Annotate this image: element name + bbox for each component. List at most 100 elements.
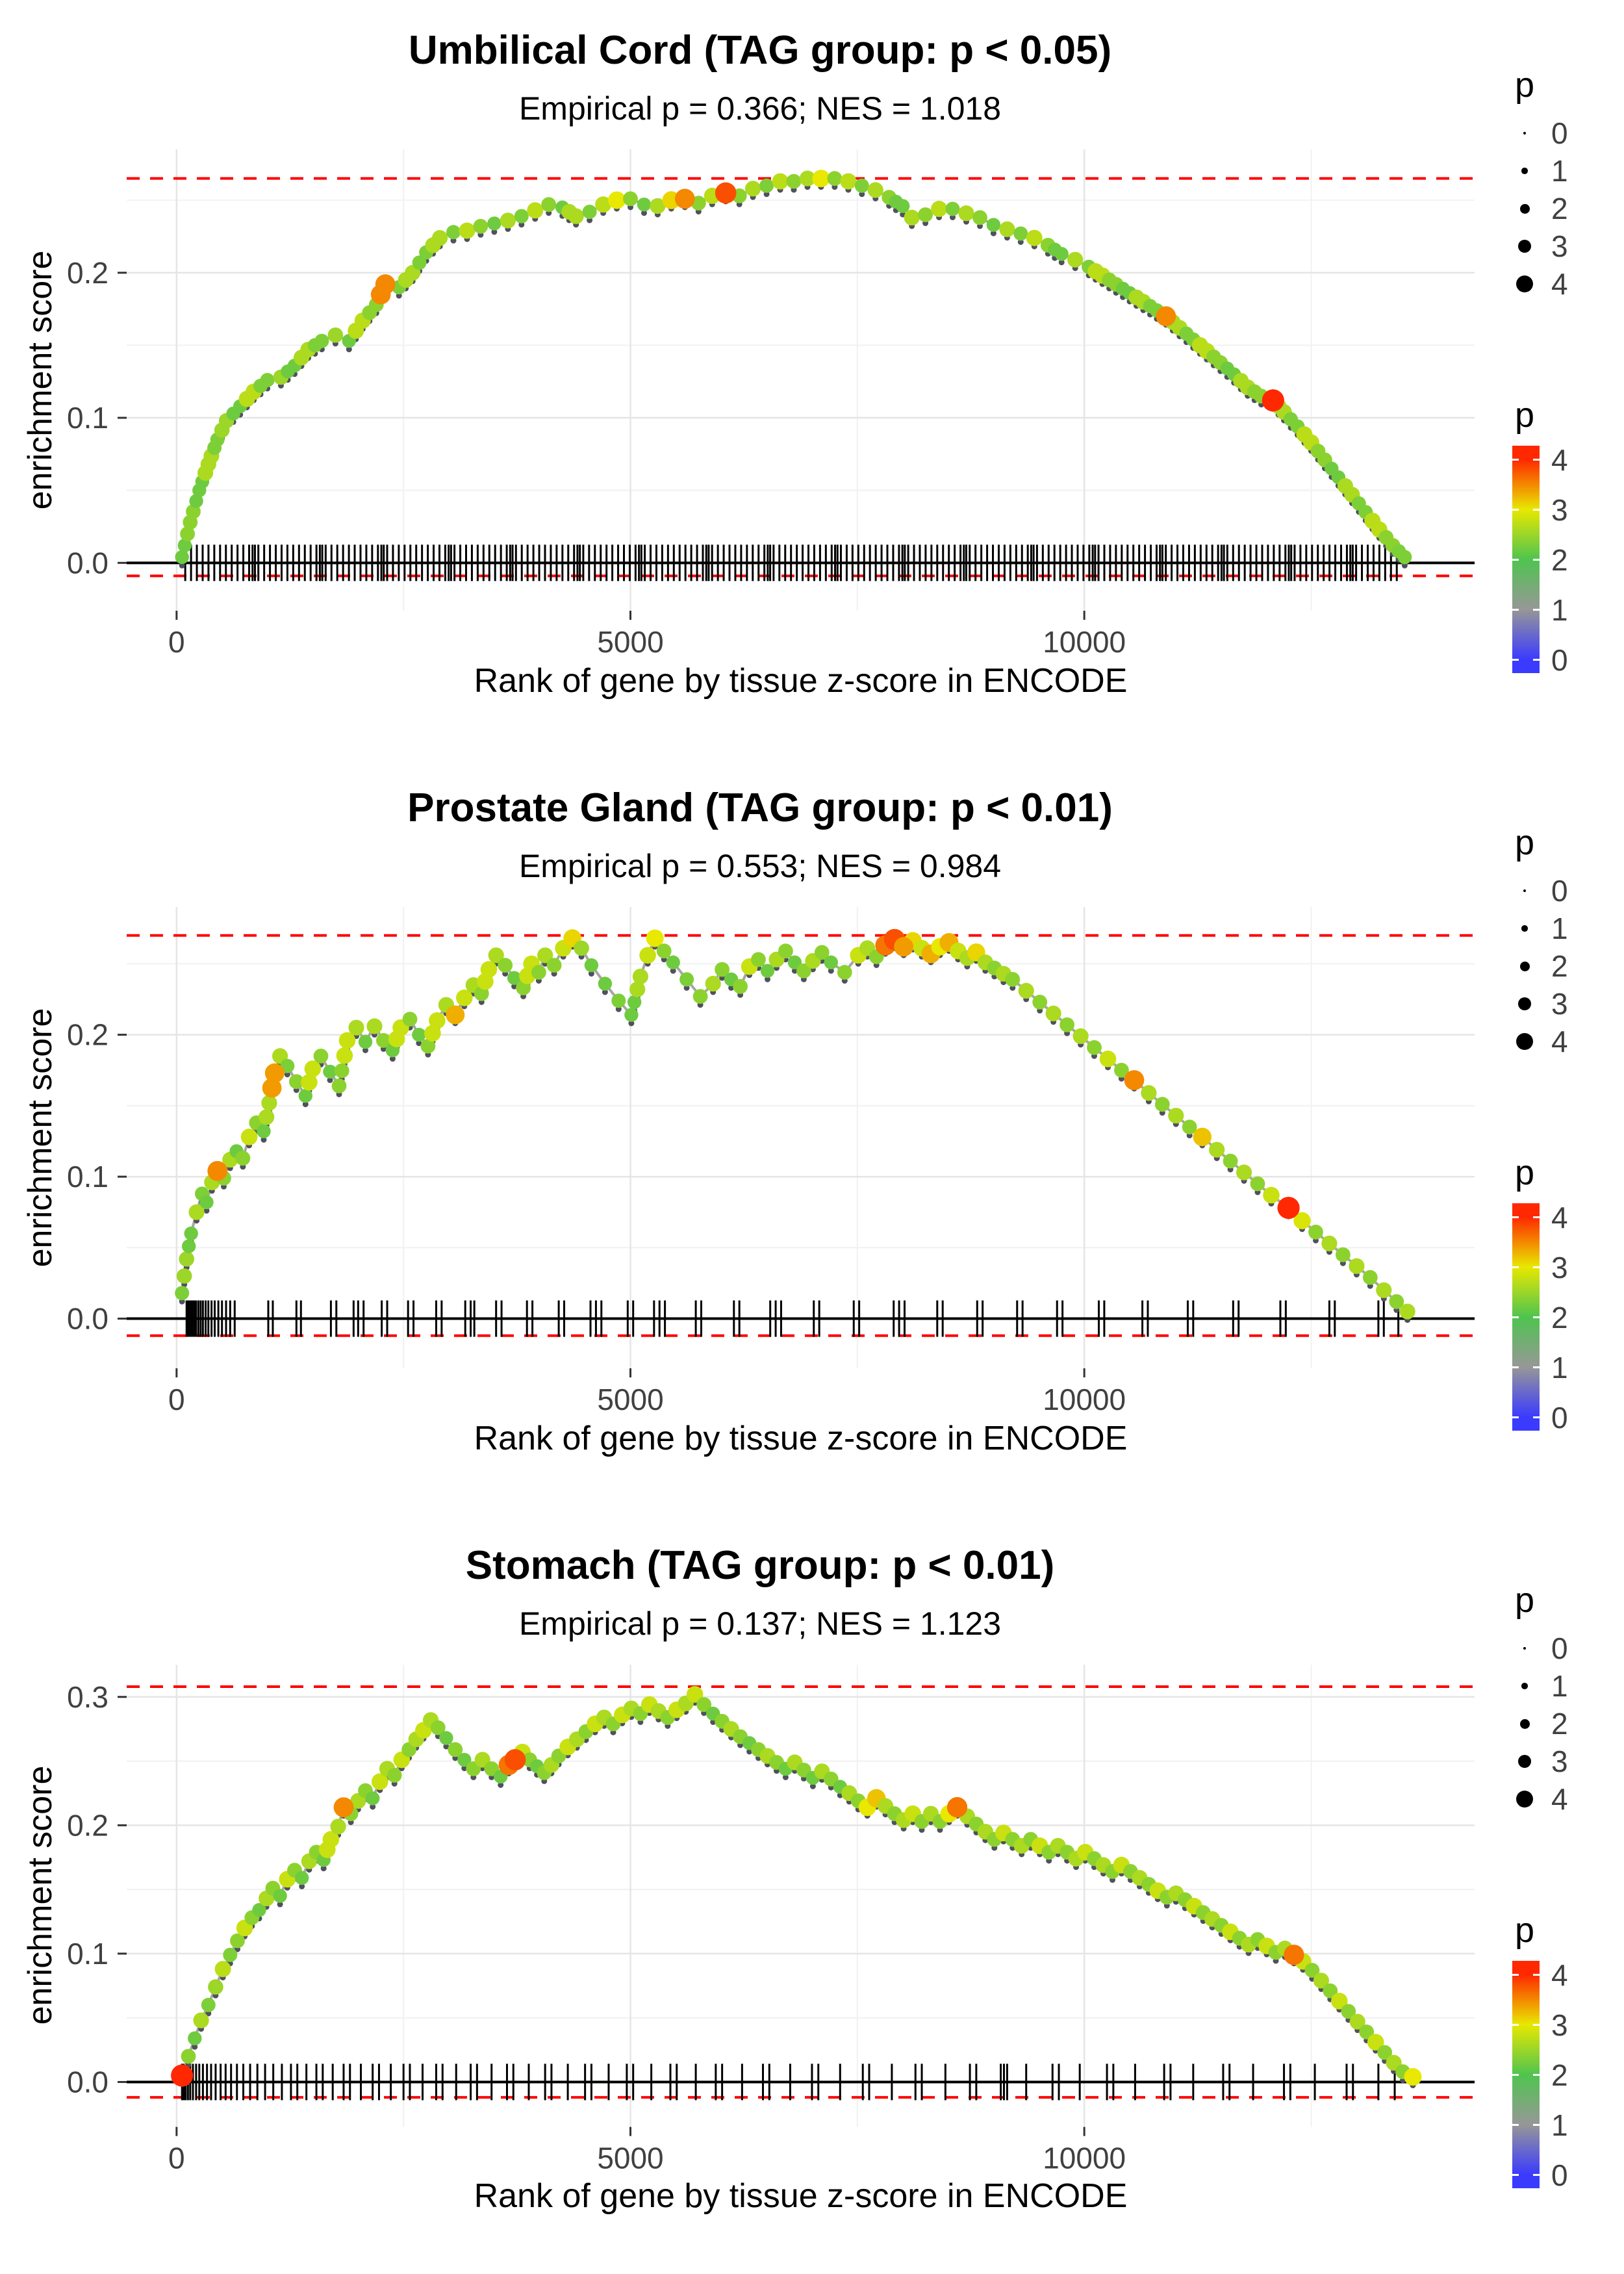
color-bar-tick	[1512, 1316, 1519, 1318]
color-bar-tick	[1512, 1216, 1519, 1218]
color-legend-labels: 4 3 2 1 0	[1551, 1958, 1610, 2192]
x-axis-label: Rank of gene by tissue z-score in ENCODE	[474, 662, 1128, 700]
y-tick-label: 0.2	[67, 1808, 108, 1842]
color-legend-label: 1	[1551, 593, 1568, 627]
color-bar-tick	[1533, 508, 1540, 511]
enrichment-dots	[175, 928, 1415, 1320]
color-bar-tick	[1512, 2023, 1519, 2026]
gridlines	[127, 149, 1475, 611]
axis-ticks: 0 5000 10000 0.0 0.1 0.2 0.3	[67, 1680, 1126, 2175]
color-bar-tick	[1533, 1973, 1540, 1976]
size-legend-dot	[1523, 889, 1526, 892]
color-legend-labels: 4 3 2 1 0	[1551, 1201, 1610, 1435]
enrichment-plot: 0 5000 10000 0.0 0.1 0.2	[67, 907, 1475, 1416]
y-tick-label: 0.0	[67, 1302, 108, 1336]
y-tick-label: 0.2	[67, 256, 108, 290]
size-legend-entry: 3	[1511, 227, 1568, 265]
size-legend-dot	[1521, 168, 1528, 174]
color-legend-title: p	[1515, 1153, 1535, 1192]
color-legend-label: 2	[1551, 2058, 1568, 2092]
color-legend-title: p	[1515, 396, 1535, 435]
color-bar-tick	[1533, 558, 1540, 561]
size-legend-dot	[1516, 1033, 1533, 1050]
size-legend-label: 1	[1551, 154, 1568, 188]
color-legend-label: 2	[1551, 1301, 1568, 1335]
size-legend-label: 2	[1551, 1707, 1568, 1741]
size-legend-entry: 0	[1511, 872, 1568, 910]
color-legend-label: 3	[1551, 1251, 1568, 1284]
x-tick-label: 0	[168, 625, 185, 659]
gene-rug	[185, 1300, 1400, 1337]
size-legend-label: 2	[1551, 949, 1568, 983]
size-legend-label: 1	[1551, 1669, 1568, 1703]
color-legend-title: p	[1515, 1911, 1535, 1950]
size-legend-label: 4	[1551, 267, 1568, 301]
color-bar-tick	[1533, 2073, 1540, 2076]
x-tick-label: 5000	[597, 2141, 663, 2175]
color-bar-tick	[1512, 608, 1519, 611]
size-legend-entry: 1	[1511, 910, 1568, 947]
color-bar-tick	[1533, 1366, 1540, 1368]
size-legend-label: 1	[1551, 912, 1568, 945]
chart-panel: Stomach (TAG group: p < 0.01) Empirical …	[0, 1515, 1624, 2274]
size-legend-label: 4	[1551, 1025, 1568, 1058]
color-bar-tick	[1533, 1316, 1540, 1318]
color-bar-tick	[1512, 458, 1519, 461]
chart-panel: Umbilical Cord (TAG group: p < 0.05) Emp…	[0, 0, 1624, 758]
gene-rug	[184, 544, 1398, 581]
size-legend-dot	[1523, 1647, 1526, 1650]
size-legend-label: 3	[1551, 987, 1568, 1021]
x-tick-label: 10000	[1043, 2141, 1126, 2175]
chart-title: Stomach (TAG group: p < 0.01)	[465, 1543, 1055, 1588]
enrichment-dots	[175, 170, 1412, 565]
size-legend-dot	[1523, 132, 1526, 134]
size-legend-dot	[1517, 239, 1532, 253]
color-legend-label: 4	[1551, 1201, 1568, 1234]
gridlines	[127, 1665, 1475, 2127]
color-bar-tick	[1533, 1216, 1540, 1218]
chart-subtitle: Empirical p = 0.137; NES = 1.123	[518, 1605, 1002, 1642]
color-legend-labels: 4 3 2 1 0	[1551, 443, 1610, 677]
x-axis-label: Rank of gene by tissue z-score in ENCODE	[474, 1420, 1128, 1457]
color-bar-tick	[1512, 2173, 1519, 2176]
y-axis-label: enrichment score	[21, 250, 59, 510]
color-bar-tick	[1533, 608, 1540, 611]
size-legend: p 0 1 2 3 4	[1511, 65, 1568, 303]
color-bar-tick	[1533, 658, 1540, 661]
x-axis-label: Rank of gene by tissue z-score in ENCODE	[474, 2177, 1128, 2215]
size-legend-entry: 2	[1511, 947, 1568, 985]
chart-subtitle: Empirical p = 0.553; NES = 0.984	[518, 848, 1002, 884]
chart-title: Umbilical Cord (TAG group: p < 0.05)	[408, 28, 1112, 73]
color-legend-label: 4	[1551, 1958, 1568, 1992]
size-legend-dot	[1516, 275, 1533, 292]
size-legend-entry: 3	[1511, 1743, 1568, 1780]
size-legend-entry: 2	[1511, 190, 1568, 227]
color-legend-label: 0	[1551, 2158, 1568, 2192]
color-legend-label: 2	[1551, 543, 1568, 577]
x-tick-label: 0	[168, 2141, 185, 2175]
color-legend: p 4 3 2 1 0	[1511, 1153, 1621, 1435]
y-tick-label: 0.0	[67, 2065, 108, 2099]
size-legend-title: p	[1515, 1581, 1535, 1620]
y-tick-label: 0.2	[67, 1018, 108, 1052]
color-bar-tick	[1512, 1973, 1519, 1976]
enrichment-dots	[171, 1686, 1422, 2087]
color-bar-tick	[1533, 2173, 1540, 2176]
y-axis-label: enrichment score	[21, 1008, 59, 1268]
enrichment-plot: 0 5000 10000 0.0 0.1 0.2	[67, 149, 1475, 659]
size-legend-entry: 3	[1511, 985, 1568, 1023]
size-legend: p 0 1 2 3 4	[1511, 823, 1568, 1060]
color-legend: p 4 3 2 1 0	[1511, 1910, 1621, 2192]
color-legend-bar-wrap: 4 3 2 1 0	[1511, 1201, 1621, 1435]
size-legend-entry: 1	[1511, 1667, 1568, 1705]
chart-panel: Prostate Gland (TAG group: p < 0.01) Emp…	[0, 758, 1624, 1515]
axis-ticks: 0 5000 10000 0.0 0.1 0.2	[67, 256, 1126, 659]
x-tick-label: 5000	[597, 1383, 663, 1416]
chart-subtitle: Empirical p = 0.366; NES = 1.018	[518, 90, 1002, 127]
size-legend-dot	[1519, 1718, 1530, 1729]
y-tick-label: 0.0	[67, 546, 108, 580]
size-legend-entry: 0	[1511, 114, 1568, 152]
